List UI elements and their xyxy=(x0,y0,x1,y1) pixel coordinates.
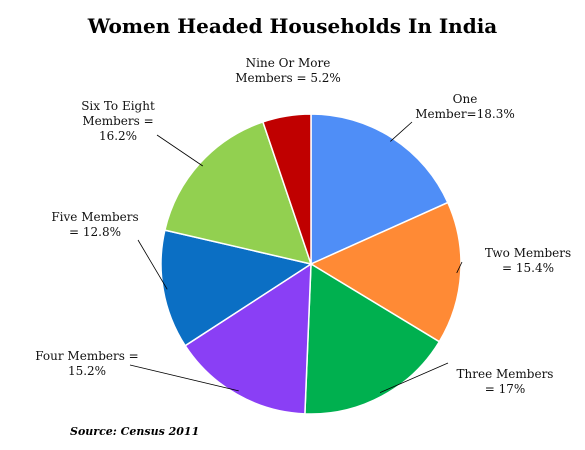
pie-slice-6 xyxy=(261,113,312,265)
pie-slice-4 xyxy=(160,229,313,347)
slice-label-6: Nine Or More Members = 5.2% xyxy=(235,56,341,85)
leader-line-3 xyxy=(129,364,239,392)
pie-slice-0 xyxy=(310,113,449,266)
slice-label-2: Three Members = 17% xyxy=(457,367,554,396)
pie-slice-1 xyxy=(309,201,462,343)
leader-line-0 xyxy=(390,121,413,142)
slice-label-4: Five Members = 12.8% xyxy=(51,210,138,239)
pie-slice-2 xyxy=(304,262,441,415)
slice-label-0: One Member=18.3% xyxy=(415,92,514,121)
pie-slice-3 xyxy=(184,262,312,415)
leader-line-4 xyxy=(137,239,168,290)
leader-line-1 xyxy=(456,261,463,274)
leader-line-2 xyxy=(379,362,449,393)
slice-label-3: Four Members = 15.2% xyxy=(35,349,139,378)
chart-title: Women Headed Households In India xyxy=(87,14,498,38)
source-note: Source: Census 2011 xyxy=(70,425,200,438)
leader-line-5 xyxy=(156,134,204,167)
slice-label-5: Six To Eight Members = 16.2% xyxy=(81,99,155,143)
slice-label-1: Two Members = 15.4% xyxy=(485,246,571,275)
